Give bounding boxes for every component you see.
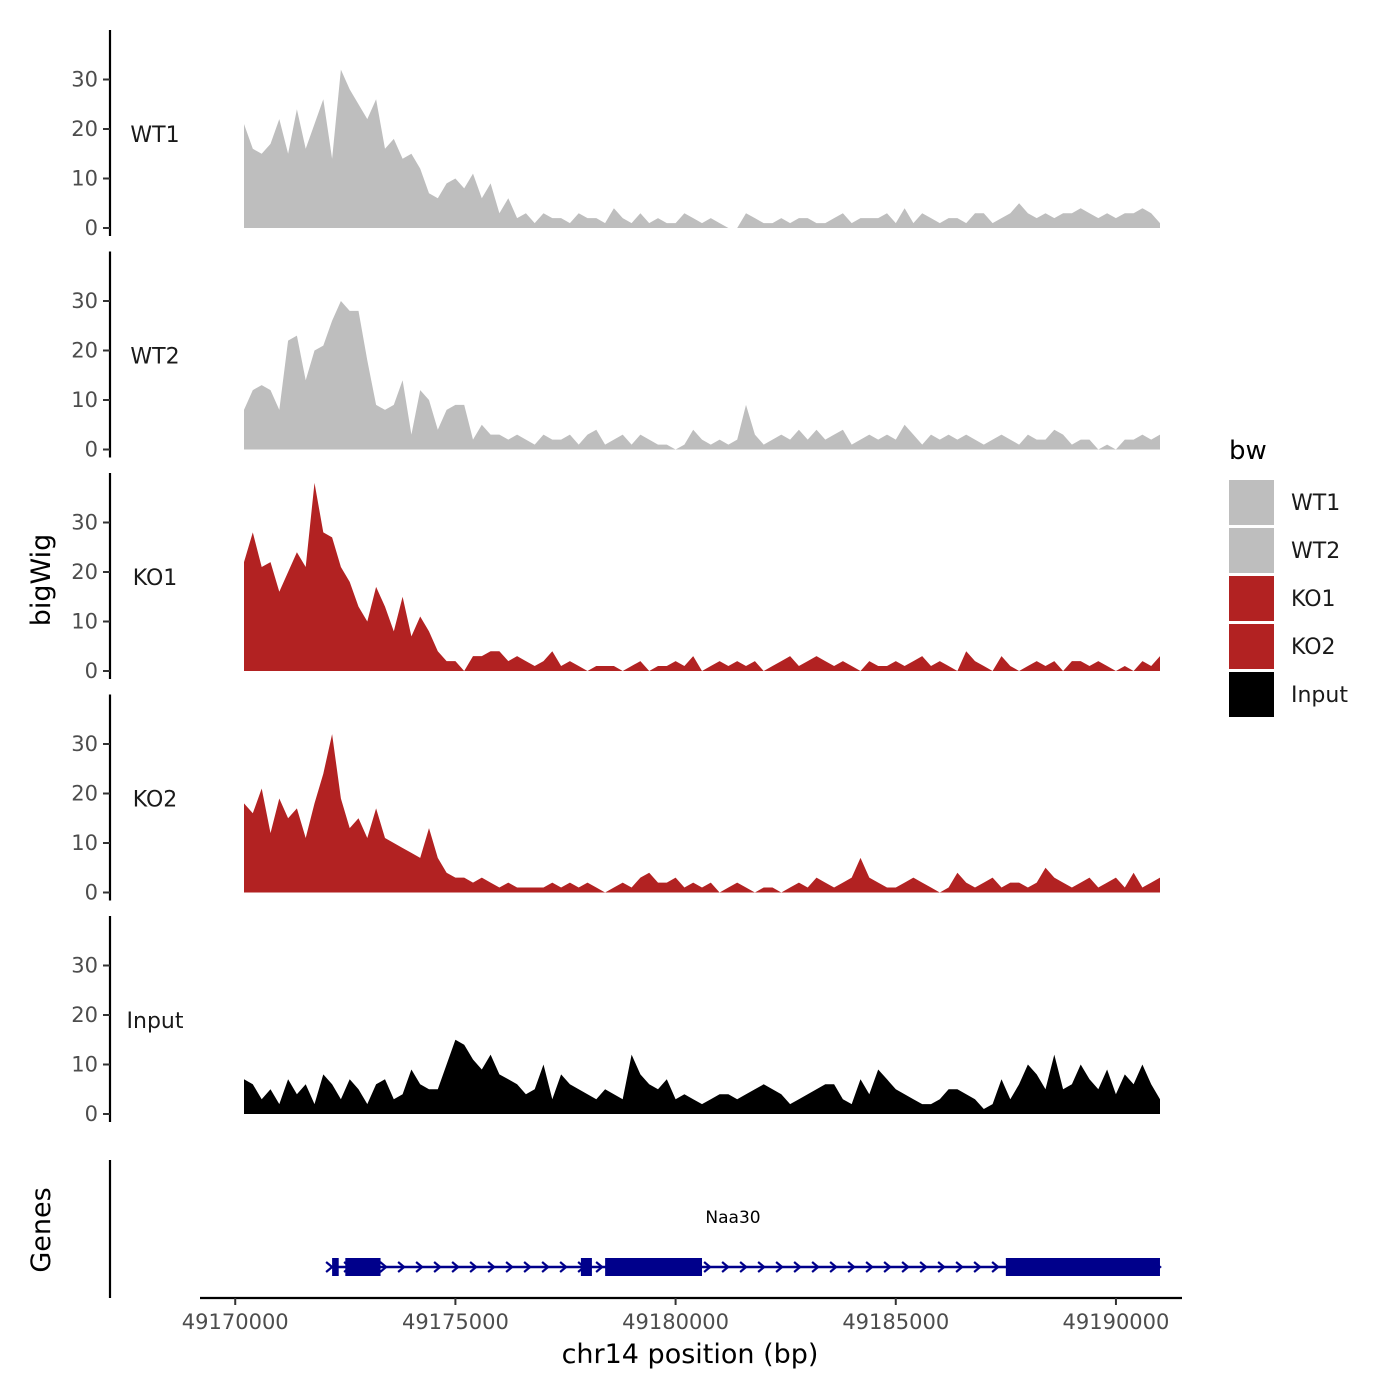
track-label-ko2: KO2 [133,788,178,813]
x-tick-label: 49190000 [1063,1310,1170,1334]
strand-chevron [523,1261,532,1273]
track-panel-input: 0 10 20 30 Input [71,916,1160,1126]
x-tick-label: 49170000 [182,1310,289,1334]
legend: bw WT1 WT2 KO1 KO2 Input [1229,436,1348,717]
track-area-wt2 [244,301,1160,450]
track-label-input: Input [127,1009,184,1034]
strand-chevron [865,1261,874,1273]
strand-chevron [757,1261,766,1273]
x-tick-label: 49180000 [622,1310,729,1334]
legend-label-wt2: WT2 [1291,539,1340,564]
track-panel-wt2: 0 10 20 30 WT2 [71,251,1160,462]
track-area-input [244,1039,1160,1114]
y-tick-label: 30 [71,511,98,535]
track-panel-wt1: 0 10 20 30 WT1 [71,30,1160,240]
x-axis: chr14 position (bp) 49170000 49175000 4918… [182,1296,1182,1370]
legend-key-ko1 [1229,576,1274,621]
y-tick-label: 0 [85,216,98,240]
y-tick-label: 0 [85,438,98,462]
legend-label-wt1: WT1 [1291,491,1340,516]
y-tick-label: 30 [71,732,98,756]
y-tick-label: 10 [71,167,98,191]
strand-chevron [919,1261,928,1273]
strand-chevron [775,1261,784,1273]
y-tick-label: 20 [71,117,98,141]
tracks-layer: 0 10 20 30 WT1 0 10 20 30 WT2 0 10 20 30 KO1 0 10 20 30 KO2… [71,30,1160,1126]
y-tick-label: 20 [71,560,98,584]
track-label-ko1: KO1 [133,566,178,591]
strand-chevron [451,1261,460,1273]
strand-chevron [937,1261,946,1273]
track-area-wt1 [244,69,1160,228]
y-tick-label: 10 [71,831,98,855]
gene-exon [332,1258,339,1276]
y-tick-label: 10 [71,1053,98,1077]
gene-exon [1005,1258,1160,1276]
y-tick-label: 10 [71,610,98,634]
y-axis-title: bigWig [26,534,57,627]
gene-label: Naa30 [705,1208,760,1228]
y-tick-label: 30 [71,68,98,92]
y-tick-label: 0 [85,881,98,905]
strand-chevron [469,1261,478,1273]
legend-key-wt1 [1229,480,1274,525]
legend-label-input: Input [1291,683,1348,708]
strand-chevron [433,1261,442,1273]
strand-chevron [379,1261,388,1273]
gene-exon [345,1258,381,1276]
y-tick-label: 30 [71,289,98,313]
track-area-ko1 [244,482,1160,671]
strand-chevron [991,1261,1000,1273]
y-tick-label: 20 [71,782,98,806]
strand-chevron [739,1261,748,1273]
strand-chevron [883,1261,892,1273]
x-tick-label: 49185000 [842,1310,949,1334]
y-tick-label: 10 [71,388,98,412]
legend-label-ko2: KO2 [1291,635,1336,660]
strand-chevron [721,1261,730,1273]
legend-title: bw [1229,436,1267,466]
y-tick-label: 30 [71,954,98,978]
strand-chevron [325,1261,334,1273]
strand-chevron [955,1261,964,1273]
track-panel-ko2: 0 10 20 30 KO2 [71,694,1160,905]
gene-exon [580,1258,592,1276]
strand-chevron [847,1261,856,1273]
strand-chevron [595,1261,604,1273]
legend-key-ko2 [1229,624,1274,669]
y-tick-label: 0 [85,659,98,683]
strand-chevron [793,1261,802,1273]
strand-chevron [703,1261,712,1273]
y-tick-label: 20 [71,339,98,363]
y-tick-label: 0 [85,1102,98,1126]
strand-chevron [901,1261,910,1273]
strand-chevron [973,1261,982,1273]
strand-chevron [559,1261,568,1273]
y-tick-label: 20 [71,1003,98,1027]
strand-chevron [397,1261,406,1273]
gene-track: Genes Naa30 [26,1160,1162,1298]
legend-key-input [1229,672,1274,717]
legend-label-ko1: KO1 [1291,587,1336,612]
strand-chevron [829,1261,838,1273]
genes-axis-label: Genes [26,1187,57,1272]
gene-exon [605,1258,703,1276]
legend-key-wt2 [1229,528,1274,573]
x-tick-label: 49175000 [402,1310,509,1334]
strand-chevron [541,1261,550,1273]
x-axis-title: chr14 position (bp) [562,1339,819,1370]
track-panel-ko1: 0 10 20 30 KO1 [71,473,1160,683]
strand-chevron [811,1261,820,1273]
strand-chevron [487,1261,496,1273]
track-label-wt2: WT2 [130,345,179,370]
track-label-wt1: WT1 [130,123,179,148]
strand-chevron [415,1261,424,1273]
strand-chevron [505,1261,514,1273]
track-area-ko2 [244,734,1160,893]
